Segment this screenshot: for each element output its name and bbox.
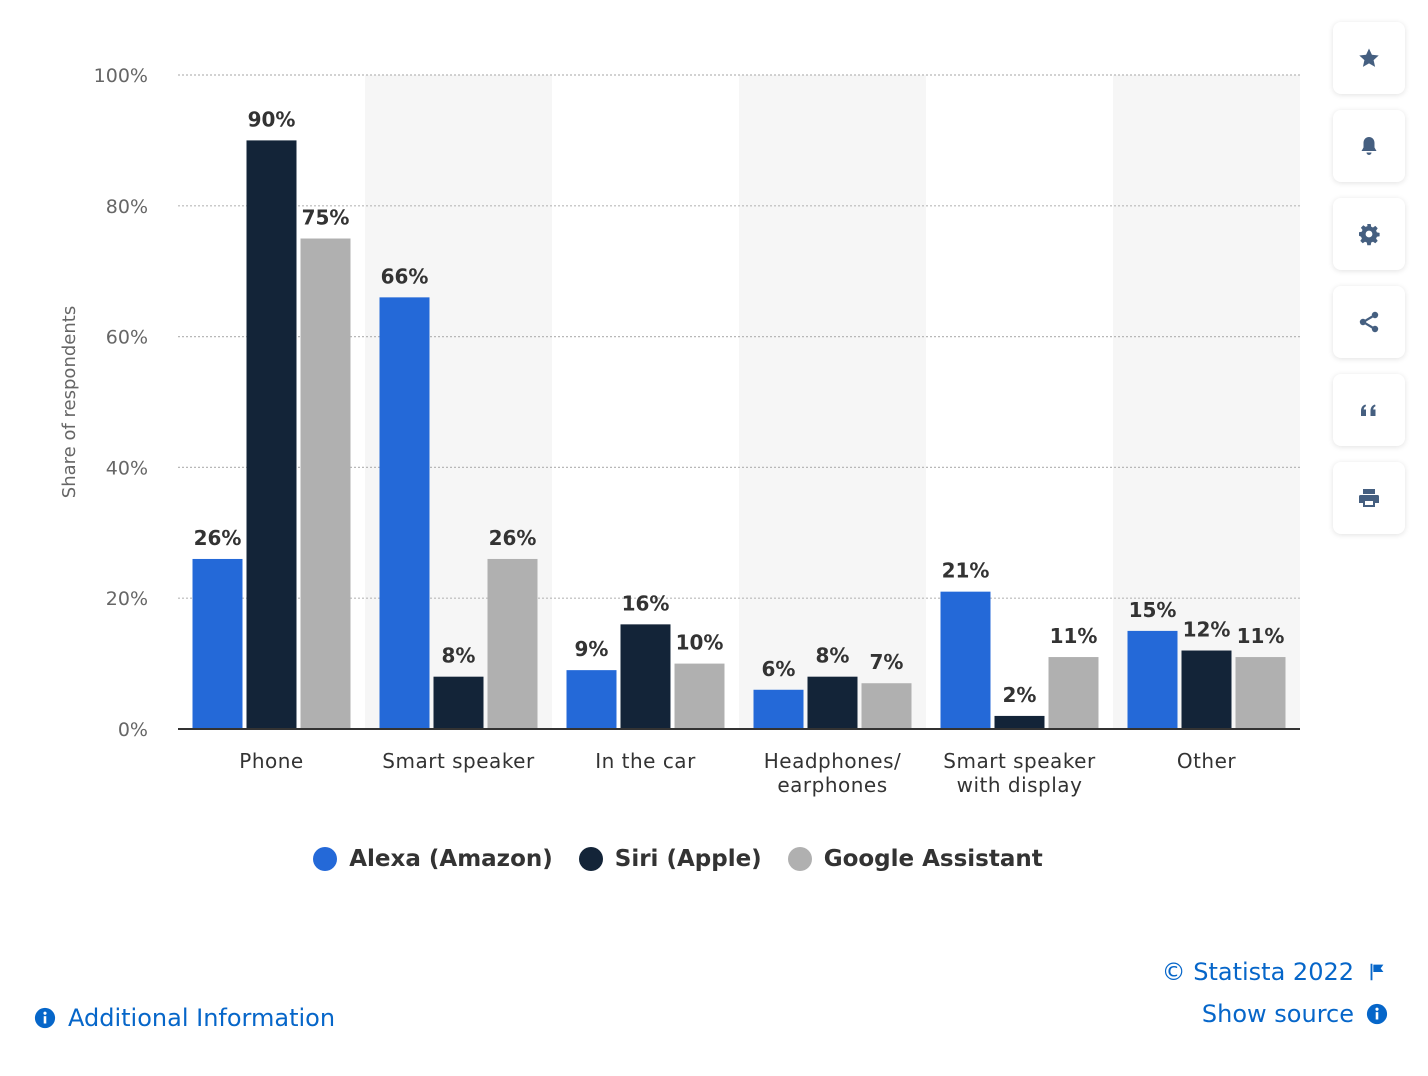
y-tick-label: 60% (106, 327, 148, 349)
bar[interactable] (1181, 650, 1232, 729)
legend-label: Google Assistant (823, 846, 1043, 872)
notification-button[interactable] (1333, 110, 1405, 182)
y-tick-label: 80% (106, 196, 148, 218)
print-button[interactable] (1333, 462, 1405, 534)
additional-information-link[interactable]: Additional Information (34, 1004, 335, 1032)
category-band (739, 75, 926, 729)
legend-label: Alexa (Amazon) (349, 846, 553, 872)
data-label: 66% (381, 264, 429, 288)
category-label: Other (1177, 749, 1237, 773)
bar[interactable] (753, 689, 804, 729)
category-label: Smart speaker with display (943, 749, 1096, 797)
bar[interactable] (246, 140, 297, 729)
settings-button[interactable] (1333, 198, 1405, 270)
category-label: In the car (595, 749, 696, 773)
bar-chart: 0%20%40%60%80%100% Share of respondents … (59, 65, 1300, 797)
gridlines (178, 74, 1300, 599)
bar[interactable] (940, 591, 991, 729)
data-label: 7% (870, 650, 904, 674)
legend: Alexa (Amazon) Siri (Apple) Google Assis… (0, 846, 1356, 872)
info-icon (1366, 1003, 1388, 1025)
y-axis-title: Share of respondents (59, 306, 80, 498)
data-labels: 26%90%75%66%8%26%9%16%10%6%8% 7%21%2%11%1… (194, 107, 1285, 707)
show-source-link[interactable]: Show source (1202, 1000, 1388, 1028)
favorite-button[interactable] (1333, 22, 1405, 94)
footer-right: © Statista 2022 Show source (1162, 958, 1388, 1028)
y-tick-label: 0% (118, 719, 148, 741)
data-label: 26% (194, 526, 242, 550)
legend-label: Siri (Apple) (614, 846, 762, 872)
share-icon (1359, 311, 1379, 333)
data-label: 90% (248, 107, 296, 131)
category-label: Phone (239, 749, 303, 773)
info-icon (34, 1007, 56, 1029)
category-bands (365, 75, 1300, 729)
quote-icon (1361, 404, 1376, 416)
y-tick-label: 100% (94, 65, 148, 87)
category-labels: Phone Smart speaker In the car Headphones/e… (239, 749, 1236, 797)
share-button[interactable] (1333, 286, 1405, 358)
show-source-text: Show source (1201, 1000, 1354, 1028)
category-label: Smart speaker (382, 749, 535, 773)
data-label: 6% (762, 657, 796, 681)
bar[interactable] (566, 670, 617, 729)
additional-information-text: Additional Information (68, 1004, 336, 1032)
legend-dot (313, 847, 338, 871)
tool-sidebar (1333, 22, 1405, 534)
bar[interactable] (994, 715, 1045, 729)
data-label: 16% (622, 591, 670, 615)
data-label: 2% (1003, 683, 1037, 707)
y-tick-label: 20% (106, 588, 148, 610)
copyright-text: © Statista 2022 (1161, 958, 1354, 986)
star-icon (1359, 48, 1379, 67)
legend-dot (787, 847, 812, 871)
bar[interactable] (1235, 657, 1286, 729)
legend-item-siri[interactable]: Siri (Apple) (578, 846, 762, 872)
data-label: 75% (302, 206, 350, 230)
legend-item-alexa[interactable]: Alexa (Amazon) (313, 846, 553, 872)
print-icon (1359, 489, 1379, 507)
legend-dot (578, 847, 603, 871)
data-label: 8% (442, 644, 476, 668)
data-label: 9% (575, 637, 609, 661)
legend-item-google-assistant[interactable]: Google Assistant (787, 846, 1043, 872)
gear-icon (1359, 224, 1380, 246)
flag-icon (1370, 963, 1384, 981)
category-band (1113, 75, 1300, 729)
y-tick-labels: 0% 20% 40% 60% 80% 100% (94, 65, 148, 741)
data-label: 15% (1129, 598, 1177, 622)
bar[interactable] (300, 238, 351, 730)
bar[interactable] (674, 663, 725, 729)
bar[interactable] (192, 558, 243, 729)
data-label: 8% (816, 644, 850, 668)
bar[interactable] (861, 683, 912, 729)
data-label: 11% (1050, 624, 1098, 648)
data-label: 26% (489, 526, 537, 550)
category-label: Headphones/earphones (764, 749, 902, 797)
bar[interactable] (433, 676, 484, 729)
bar[interactable] (807, 676, 858, 729)
cite-button[interactable] (1333, 374, 1405, 446)
data-label: 11% (1237, 624, 1285, 648)
data-label: 12% (1183, 618, 1231, 642)
bar[interactable] (620, 624, 671, 729)
bar[interactable] (1048, 657, 1099, 729)
bars (192, 140, 1286, 730)
bar[interactable] (1127, 630, 1178, 729)
bar[interactable] (379, 297, 430, 729)
statista-copyright[interactable]: © Statista 2022 (1162, 958, 1388, 986)
data-label: 21% (942, 559, 990, 583)
bar[interactable] (487, 558, 538, 729)
bell-icon (1361, 137, 1377, 155)
data-label: 10% (676, 631, 724, 655)
y-tick-label: 40% (106, 457, 148, 479)
